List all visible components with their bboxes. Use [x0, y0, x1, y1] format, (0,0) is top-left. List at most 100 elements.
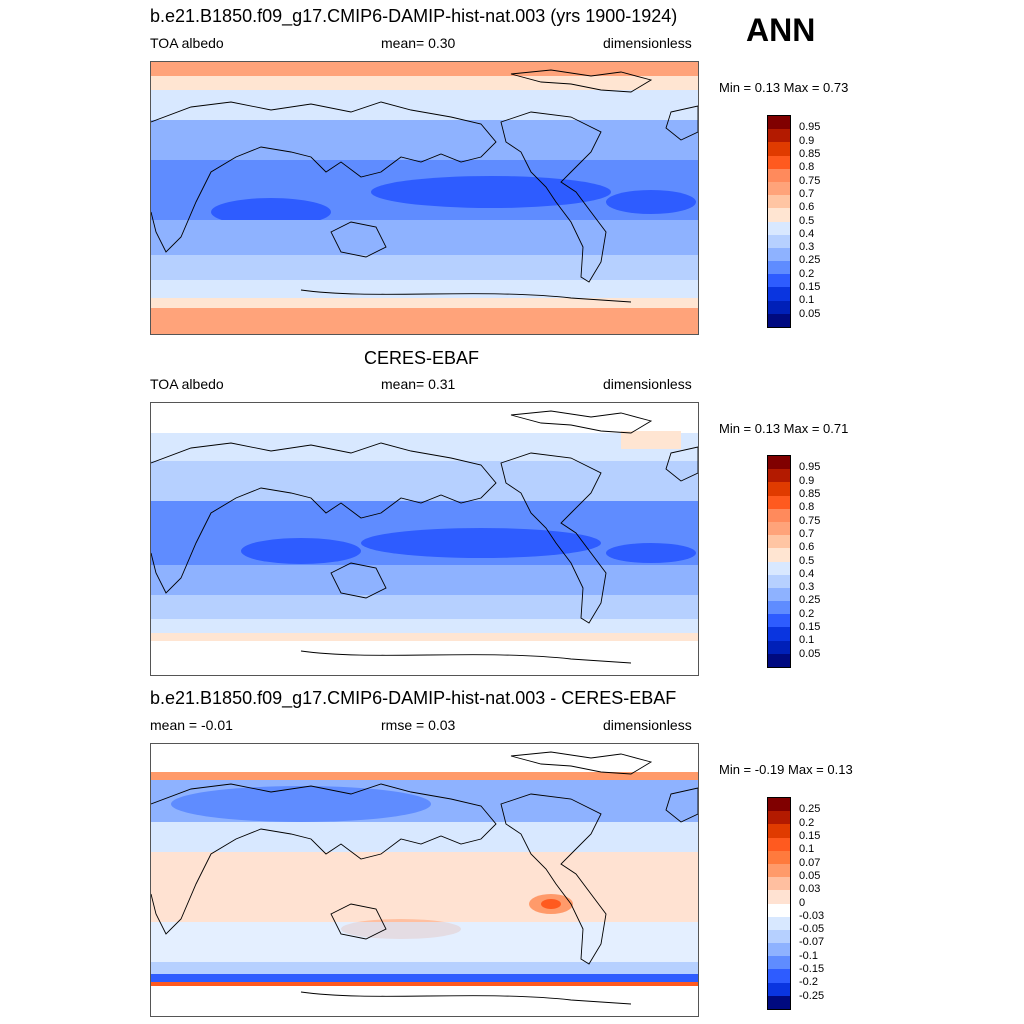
panel2-colorbar-labels: 0.95 0.9 0.85 0.8 0.75 0.7 0.6 0.5 0.4 0.3 0.25 0.2…	[799, 455, 839, 668]
colorbar-swatch	[768, 587, 790, 602]
panel3-peru-peak	[541, 899, 561, 909]
colorbar-swatch	[768, 221, 790, 235]
panel1-indian-low	[211, 198, 331, 226]
colorbar-swatch	[768, 469, 790, 483]
panel2-south-mid-band	[151, 595, 698, 619]
panel1-atlantic-low	[606, 190, 696, 214]
panel1-arctic-band	[151, 62, 698, 76]
colorbar-tick-label: 0.5	[799, 214, 815, 227]
colorbar-swatch	[768, 300, 790, 314]
colorbar-tick-label: 0.8	[799, 161, 815, 174]
panel2-minmax: Min = 0.13 Max = 0.71	[719, 421, 849, 436]
panel1-title: b.e21.B1850.f09_g17.CMIP6-DAMIP-hist-nat…	[150, 6, 678, 26]
colorbar-swatch	[768, 548, 790, 562]
panel3-antarctic-negative	[151, 974, 698, 982]
colorbar-swatch	[768, 535, 790, 549]
colorbar-swatch	[768, 824, 790, 838]
colorbar-swatch	[768, 929, 790, 944]
colorbar-swatch	[768, 482, 790, 496]
panel3-south-mid-band	[151, 922, 698, 962]
panel1-pacific-low	[371, 176, 611, 208]
colorbar-tick-label: 0.1	[799, 294, 815, 307]
colorbar-swatch	[768, 155, 790, 169]
panel2-antarctic-edge	[151, 633, 698, 641]
colorbar-tick-label: 0.15	[799, 829, 821, 842]
colorbar-tick-label: 0.25	[799, 803, 821, 816]
colorbar-swatch	[768, 142, 790, 156]
colorbar-swatch	[768, 982, 790, 996]
colorbar-swatch	[768, 116, 790, 130]
colorbar-swatch	[768, 495, 790, 509]
panel3-map-svg	[151, 744, 698, 1016]
colorbar-tick-label: 0.75	[799, 174, 821, 187]
colorbar-swatch	[768, 521, 790, 536]
colorbar-tick-label: 0.1	[799, 843, 815, 856]
panel1-coastlines	[151, 69, 698, 303]
panel3-south-ocean-band	[151, 962, 698, 974]
panel1-south-mid-band	[151, 255, 698, 280]
colorbar-swatch	[768, 627, 790, 641]
colorbar-tick-label: 0.2	[799, 267, 815, 280]
colorbar-tick-label: 0.05	[799, 307, 821, 320]
panel2-colorbar	[767, 455, 791, 668]
season-label: ANN	[746, 12, 816, 48]
panel1-north-mid-band	[151, 90, 698, 120]
panel2-atlantic-low	[606, 543, 696, 563]
colorbar-tick-label: 0.25	[799, 254, 821, 267]
colorbar-tick-label: -0.03	[799, 909, 825, 922]
panel1-south-subtropic-band	[151, 220, 698, 255]
colorbar-tick-label: 0.03	[799, 883, 821, 896]
colorbar-swatch	[768, 508, 790, 522]
colorbar-tick-label: 0.7	[799, 187, 815, 200]
colorbar-swatch	[768, 274, 790, 288]
colorbar-tick-label: 0.9	[799, 474, 815, 487]
colorbar-tick-label: -0.15	[799, 963, 825, 976]
colorbar-tick-label: 0.6	[799, 541, 815, 554]
colorbar-tick-label: 0.8	[799, 501, 815, 514]
panel1-variable-label: TOA albedo	[150, 35, 224, 51]
colorbar-tick-label: 0.85	[799, 147, 821, 160]
panel2-mean-label: mean= 0.31	[381, 376, 456, 392]
colorbar-tick-label: 0.4	[799, 227, 815, 240]
colorbar-tick-label: 0.95	[799, 121, 821, 134]
colorbar-swatch	[768, 247, 790, 262]
colorbar-tick-label: 0.1	[799, 634, 815, 647]
colorbar-swatch	[768, 903, 790, 917]
colorbar-swatch	[768, 287, 790, 301]
panel3-mean-label: mean = -0.01	[150, 717, 233, 733]
panel3-arctic-edge-band	[151, 772, 698, 780]
colorbar-swatch	[768, 798, 790, 812]
colorbar-swatch	[768, 811, 790, 825]
colorbar-swatch	[768, 601, 790, 615]
colorbar-tick-label: -0.2	[799, 976, 818, 989]
panel1-map	[150, 61, 699, 335]
colorbar-tick-label: 0.05	[799, 869, 821, 882]
panel3-tropic-band	[151, 852, 698, 922]
colorbar-swatch	[768, 195, 790, 209]
colorbar-swatch	[768, 313, 790, 327]
colorbar-tick-label: 0.3	[799, 581, 815, 594]
panel3-eurasia-negative	[171, 786, 431, 822]
panel1-north-band	[151, 76, 698, 90]
colorbar-swatch	[768, 943, 790, 957]
colorbar-swatch	[768, 640, 790, 654]
colorbar-tick-label: -0.07	[799, 936, 825, 949]
panel1-south-ocean-band	[151, 280, 698, 298]
panel1-minmax: Min = 0.13 Max = 0.73	[719, 80, 849, 95]
panel2-coastlines	[151, 410, 698, 664]
colorbar-swatch	[768, 877, 790, 891]
panel2-variable-label: TOA albedo	[150, 376, 224, 392]
colorbar-tick-label: 0.2	[799, 607, 815, 620]
colorbar-swatch	[768, 181, 790, 196]
panel3-rmse-label: rmse = 0.03	[381, 717, 456, 733]
panel1-map-svg	[151, 62, 698, 334]
colorbar-tick-label: 0.2	[799, 816, 815, 829]
colorbar-swatch	[768, 995, 790, 1009]
colorbar-tick-label: 0.4	[799, 567, 815, 580]
panel2-title: CERES-EBAF	[364, 348, 480, 368]
colorbar-swatch	[768, 208, 790, 222]
panel3-antarctic-positive	[151, 982, 698, 986]
colorbar-swatch	[768, 837, 790, 851]
colorbar-swatch	[768, 614, 790, 628]
panel1-antarctic-edge	[151, 298, 698, 308]
